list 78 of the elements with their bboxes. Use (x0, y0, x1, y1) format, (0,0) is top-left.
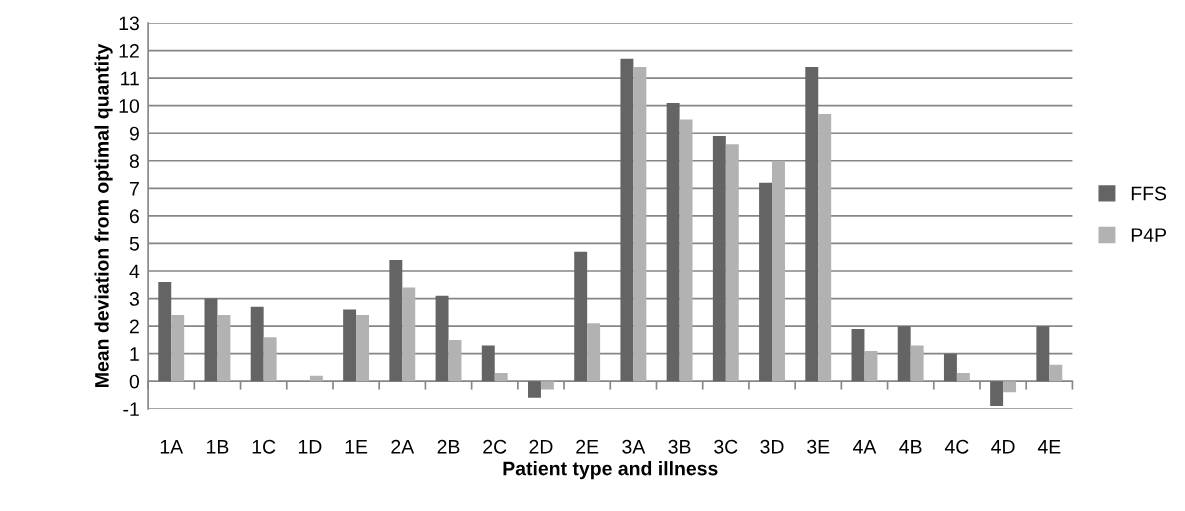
x-tick-label: 4A (853, 440, 877, 454)
bar (956, 372, 970, 382)
bar (1003, 381, 1017, 393)
x-tick-label: 4C (944, 439, 969, 454)
y-tick-label: 7 (129, 182, 139, 196)
bar (448, 339, 462, 382)
x-tick-label: 4B (899, 440, 922, 454)
bar (158, 282, 172, 382)
bar (943, 353, 957, 382)
bar (435, 295, 449, 382)
bar (725, 144, 739, 382)
x-tick-label: 1C (252, 439, 276, 454)
x-tick-label: 1A (160, 440, 184, 454)
x-tick-label: 2C (483, 439, 507, 454)
bar (574, 251, 588, 382)
x-tick-label: 3B (668, 439, 691, 454)
y-tick-label: 2 (129, 319, 139, 334)
x-tick-label: 2D (529, 439, 553, 454)
bar (1049, 364, 1063, 382)
x-tick-label: 2E (576, 439, 599, 454)
y-tick-label: 12 (119, 44, 139, 58)
bar (851, 328, 865, 382)
bar (772, 160, 785, 382)
bar (309, 375, 323, 382)
bar (343, 309, 357, 382)
x-tick-label: 2B (437, 439, 460, 454)
bar (263, 337, 277, 382)
bar (540, 381, 554, 390)
y-tick-label: 6 (129, 209, 139, 224)
bar (666, 102, 680, 382)
bar (1036, 326, 1050, 382)
y-tick-label: 5 (129, 237, 139, 251)
x-axis-title: Patient type and illness (503, 461, 718, 480)
bar (864, 350, 878, 382)
bar (897, 326, 911, 382)
y-tick-label: -1 (123, 402, 139, 416)
bar (679, 119, 693, 382)
y-tick-label: 3 (129, 292, 139, 306)
bar (587, 323, 601, 382)
y-tick-label: 0 (129, 374, 140, 389)
bar (633, 67, 647, 382)
bar (389, 259, 403, 382)
y-tick-label: 1 (130, 347, 139, 361)
x-tick-label: 4D (991, 440, 1015, 454)
legend-label: P4P (1131, 228, 1167, 242)
x-tick-label: 1D (298, 440, 322, 454)
bar (356, 315, 370, 382)
bar (481, 345, 495, 382)
bar (910, 345, 924, 382)
x-tick-label: 1E (345, 440, 368, 454)
bar (217, 315, 231, 382)
bar (620, 58, 634, 382)
y-tick-label: 4 (129, 264, 140, 279)
bar (402, 287, 416, 382)
y-tick-label: 8 (129, 154, 139, 169)
bar (494, 372, 508, 382)
legend-label: FFS (1131, 186, 1167, 201)
bar (712, 135, 726, 382)
x-tick-label: 3C (714, 439, 738, 454)
bar (759, 182, 773, 382)
bar (805, 67, 819, 382)
x-tick-label: 3D (760, 439, 784, 454)
y-tick-label: 13 (119, 16, 139, 31)
y-tick-label: 11 (121, 71, 139, 86)
bar (818, 113, 832, 382)
bar (250, 306, 264, 382)
y-axis-title: Mean deviation from optimal quantity (94, 43, 113, 387)
x-tick-label: 4E (1037, 440, 1061, 454)
x-tick-label: 3E (807, 439, 830, 454)
bar (204, 298, 218, 382)
y-tick-label: 10 (119, 99, 140, 113)
x-tick-label: 2A (391, 439, 415, 454)
bar (990, 381, 1004, 407)
bar (528, 381, 541, 398)
bar (171, 315, 185, 382)
y-tick-label: 9 (129, 126, 139, 141)
x-tick-label: 3A (622, 439, 646, 454)
x-tick-label: 1B (207, 440, 229, 454)
